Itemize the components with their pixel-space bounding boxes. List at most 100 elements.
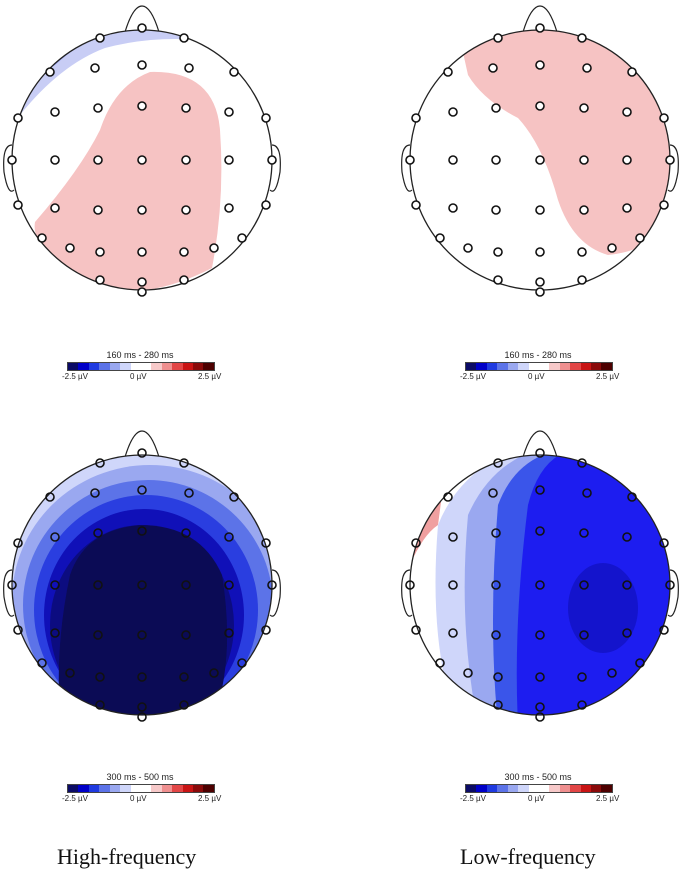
colorbar-min-label: -2.5 µV [460,794,486,803]
electrode-marker [7,580,17,590]
colorbar-segment [486,363,498,370]
electrode-marker [13,625,23,635]
colorbar-strip [67,362,215,371]
colorbar-segment [161,363,173,370]
electrode-marker [535,23,545,33]
electrode-marker [622,155,632,165]
electrode-marker [535,287,545,297]
colorbar-segment [120,785,131,792]
electrode-marker [45,492,55,502]
electrode-marker [224,532,234,542]
electrode-marker [491,580,501,590]
electrode-marker [405,580,415,590]
electrode-marker [582,63,592,73]
colorbar-segment [161,785,173,792]
electrode-marker [224,155,234,165]
electrode-marker [622,628,632,638]
electrode-marker [448,203,458,213]
electrode-marker [137,526,147,536]
electrode-marker [137,277,147,287]
electrode-marker [579,630,589,640]
electrode-marker [579,528,589,538]
colorbar-segment [182,785,194,792]
colorbar-min-label: -2.5 µV [62,794,88,803]
electrode-marker [90,63,100,73]
electrode-marker [137,60,147,70]
electrode-marker [582,488,592,498]
colorbar-strip [67,784,215,793]
colorbar-min-label: -2.5 µV [460,372,486,381]
scalp-map-top-left [3,5,281,297]
electrode-marker [535,60,545,70]
electrode-marker [45,67,55,77]
electrode-marker [267,580,277,590]
electrode-marker [50,580,60,590]
colorbar-segment [99,363,110,370]
colorbar-strip [465,784,613,793]
electrode-marker [659,625,669,635]
electrode-marker [577,275,587,285]
electrode-marker [50,532,60,542]
electrode-marker [435,658,445,668]
electrode-marker [13,538,23,548]
colorbar-zero-label: 0 µV [528,372,545,381]
colorbar-segment [528,363,539,370]
electrode-marker [579,103,589,113]
electrode-marker [37,658,47,668]
electrode-marker [493,247,503,257]
colorbar-segment [580,363,592,370]
electrode-marker [411,625,421,635]
electrode-marker [579,155,589,165]
electrode-marker [137,672,147,682]
electrode-marker [535,277,545,287]
electrode-marker [443,492,453,502]
electrode-marker [535,155,545,165]
time-window-label: 300 ms - 500 ms [504,772,572,782]
electrode-marker [535,485,545,495]
electrode-marker [137,23,147,33]
electrode-marker [577,458,587,468]
colorbar-segment [559,363,571,370]
electrode-marker [659,200,669,210]
electrode-marker [577,247,587,257]
time-window-label: 160 ms - 280 ms [504,350,572,360]
electrode-marker [261,625,271,635]
electrode-marker [229,492,239,502]
electrode-marker [224,203,234,213]
electrode-marker [65,243,75,253]
electrode-marker [448,628,458,638]
electrode-marker [137,712,147,722]
electrode-marker [179,275,189,285]
electrode-marker [209,668,219,678]
colorbar-segment [140,785,152,792]
colorbar-segment [193,363,204,370]
scalp-map-bottom-left [3,430,281,722]
electrode-marker [622,107,632,117]
electrode-marker [224,580,234,590]
colorbar-segment [78,363,89,370]
colorbar-min-label: -2.5 µV [62,372,88,381]
electrode-marker [137,580,147,590]
colorbar-segment [507,363,519,370]
electrode-marker [493,672,503,682]
colorbar-segment [486,785,498,792]
electrode-marker [50,628,60,638]
colorbar-zero-label: 0 µV [130,794,147,803]
electrode-marker [443,67,453,77]
colorbar-segment [120,363,131,370]
electrode-marker [535,630,545,640]
electrode-marker [635,658,645,668]
colorbar-max-label: 2.5 µV [596,794,620,803]
electrode-marker [237,658,247,668]
condition-label-high-frequency: High-frequency [57,844,197,869]
electrode-marker [491,205,501,215]
electrode-marker [607,668,617,678]
electrode-marker [491,155,501,165]
electrode-marker [137,101,147,111]
electrode-marker [577,700,587,710]
electrode-marker [93,155,103,165]
electrode-marker [535,448,545,458]
colorbar-segment [538,363,550,370]
electrode-marker [93,528,103,538]
electrode-marker [267,155,277,165]
